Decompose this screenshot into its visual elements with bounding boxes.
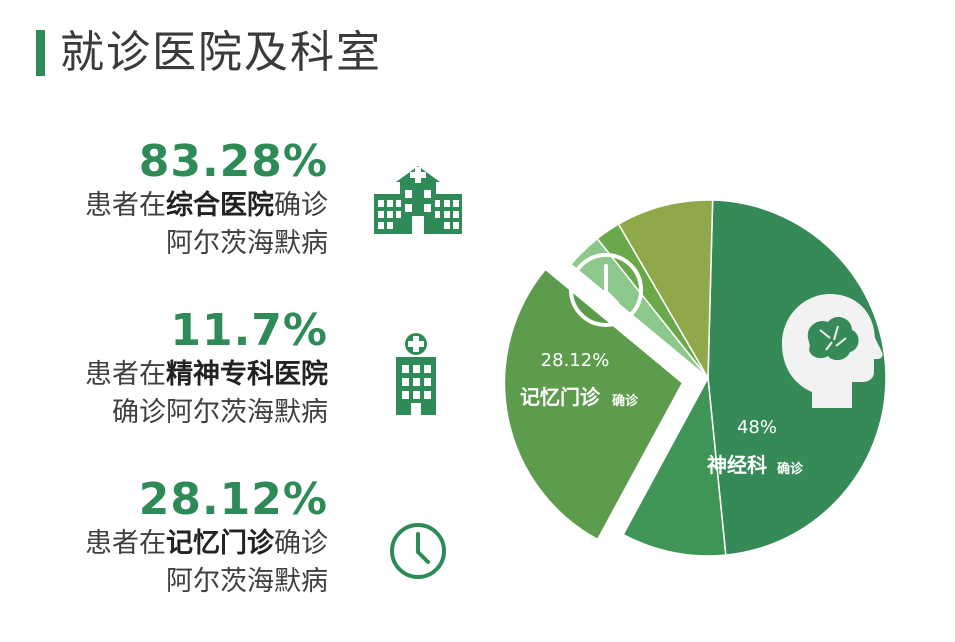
memory-clinic-percent-label: 28.12% — [541, 350, 610, 371]
pie-slice-1 — [622, 375, 727, 557]
neurology-name-label: 神经科 — [707, 453, 767, 477]
page-title: 就诊医院及科室 — [60, 27, 382, 78]
stat-percent: 83.28% — [138, 136, 328, 187]
building-icon — [396, 333, 436, 415]
hospital-icon — [374, 166, 462, 234]
stat-general-hospital: 83.28% 患者在综合医院确诊 阿尔茨海默病 — [85, 137, 328, 263]
pie-slice-5 — [617, 199, 714, 381]
stat-psychiatric-hospital: 11.7% 患者在精神专科医院 确诊阿尔茨海默病 — [85, 306, 328, 432]
stat-percent: 11.7% — [170, 305, 328, 356]
clock-icon — [390, 523, 446, 579]
stat-line-2: 阿尔茨海默病 — [166, 566, 328, 597]
stat-line-1: 患者在记忆门诊确诊 — [85, 528, 328, 559]
stat-percent: 28.12% — [138, 474, 328, 525]
memory-clinic-name-label: 记忆门诊 — [520, 385, 601, 409]
stat-line-1: 患者在精神专科医院 — [85, 359, 328, 390]
stat-line-2: 阿尔茨海默病 — [166, 228, 328, 259]
neurology-percent-label: 48% — [737, 417, 777, 438]
clock-icon — [569, 253, 643, 327]
stat-line-2: 确诊阿尔茨海默病 — [112, 397, 328, 428]
memory-clinic-small-label: 确诊 — [612, 393, 639, 409]
stat-memory-clinic: 28.12% 患者在记忆门诊确诊 阿尔茨海默病 — [85, 475, 328, 601]
title-accent-bar — [36, 30, 45, 76]
pie-slice-2 — [503, 268, 684, 541]
stat-line-1: 患者在综合医院确诊 — [85, 190, 328, 221]
neurology-small-label: 确诊 — [777, 461, 804, 477]
brain-icon — [782, 294, 883, 408]
